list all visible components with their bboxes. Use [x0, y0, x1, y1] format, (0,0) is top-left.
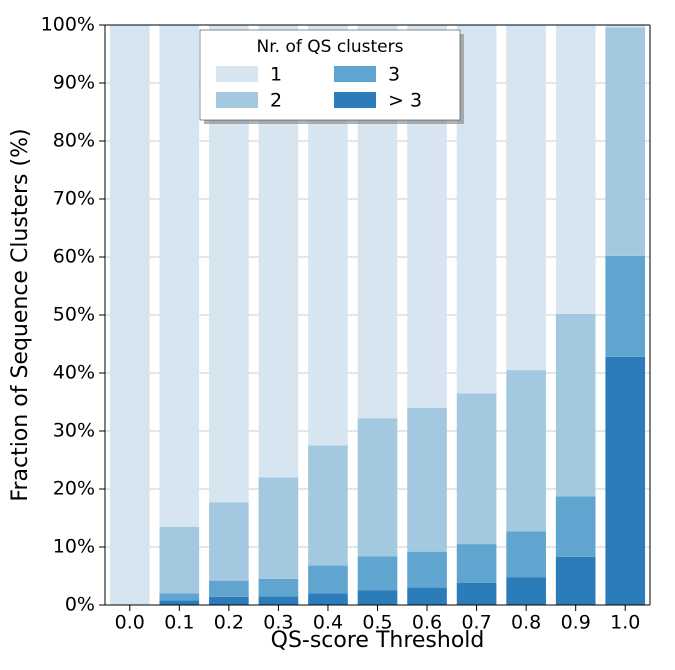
bar-0.7-two [457, 393, 497, 544]
bar-0.5-two [358, 418, 398, 556]
bar-0.6-gt3 [407, 588, 447, 605]
bar-0.7-three [457, 544, 497, 583]
y-tick-label: 0% [65, 594, 95, 616]
y-tick-label: 80% [53, 130, 95, 152]
bar-1.0-two [605, 27, 645, 256]
bar-0.7-gt3 [457, 583, 497, 605]
bar-1.0-three [605, 256, 645, 357]
bar-0.1-gt3 [160, 600, 200, 605]
bar-0.8-two [506, 370, 546, 531]
x-tick-label: 0.8 [511, 612, 541, 634]
bar-0.0-one [110, 25, 150, 605]
y-tick-label: 10% [53, 536, 95, 558]
bar-0.3-two [259, 477, 299, 579]
bar-0.9-gt3 [556, 557, 596, 605]
y-axis-label: Fraction of Sequence Clusters (%) [8, 128, 33, 501]
legend-item-3-label: 3 [388, 64, 400, 86]
bar-0.8-one [506, 25, 546, 370]
bar-0.2-two [209, 502, 249, 580]
bar-0.3-three [259, 579, 299, 596]
bar-0.9-one [556, 25, 596, 314]
bar-0.2-gt3 [209, 597, 249, 605]
x-tick-label: 0.9 [561, 612, 591, 634]
legend-item-2-swatch [216, 92, 258, 108]
x-axis-label: QS-score Threshold [271, 628, 485, 653]
legend-item-2-label: 2 [270, 90, 282, 112]
x-tick-label: 1.0 [610, 612, 640, 634]
y-tick-label: 40% [53, 362, 95, 384]
y-tick-label: 60% [53, 246, 95, 268]
y-tick-label: 90% [53, 72, 95, 94]
bar-0.8-gt3 [506, 577, 546, 605]
y-tick-label: 30% [53, 420, 95, 442]
bar-0.3-gt3 [259, 596, 299, 605]
y-tick-label: 20% [53, 478, 95, 500]
bar-0.4-two [308, 446, 348, 566]
bar-0.5-three [358, 556, 398, 590]
bar-0.6-two [407, 408, 447, 552]
bar-0.9-two [556, 314, 596, 497]
y-tick-label: 100% [41, 14, 95, 36]
x-tick-label: 0.0 [115, 612, 145, 634]
legend-item-gt3-label: > 3 [388, 90, 422, 112]
bar-0.1-three [160, 593, 200, 600]
chart-svg: 0% 10% 20% 30% 40% 50% 60% 70% 80% 90% 100% 0.0 0.1 0… [0, 0, 675, 670]
legend-item-1-swatch [216, 66, 258, 82]
bar-0.4-gt3 [308, 593, 348, 605]
bar-0.4-three [308, 566, 348, 594]
bar-0.6-three [407, 552, 447, 588]
legend-item-1-label: 1 [270, 64, 282, 86]
bar-0.5-gt3 [358, 591, 398, 606]
bar-0.2-three [209, 581, 249, 597]
legend-item-3-swatch [334, 66, 376, 82]
bar-0.1-one [160, 25, 200, 527]
bar-0.9-three [556, 497, 596, 557]
bar-0.1-two [160, 527, 200, 594]
x-tick-label: 0.2 [214, 612, 244, 634]
chart-container: 0% 10% 20% 30% 40% 50% 60% 70% 80% 90% 100% 0.0 0.1 0… [0, 0, 675, 670]
y-tick-label: 50% [53, 304, 95, 326]
legend: Nr. of QS clusters 1 3 2 > 3 [200, 30, 464, 124]
y-tick-label: 70% [53, 188, 95, 210]
x-tick-label: 0.1 [164, 612, 194, 634]
y-ticks: 0% 10% 20% 30% 40% 50% 60% 70% 80% 90% 100% [41, 14, 105, 616]
bar-1.0-gt3 [605, 357, 645, 605]
bar-0.8-three [506, 531, 546, 577]
legend-title: Nr. of QS clusters [257, 37, 404, 57]
legend-item-gt3-swatch [334, 92, 376, 108]
